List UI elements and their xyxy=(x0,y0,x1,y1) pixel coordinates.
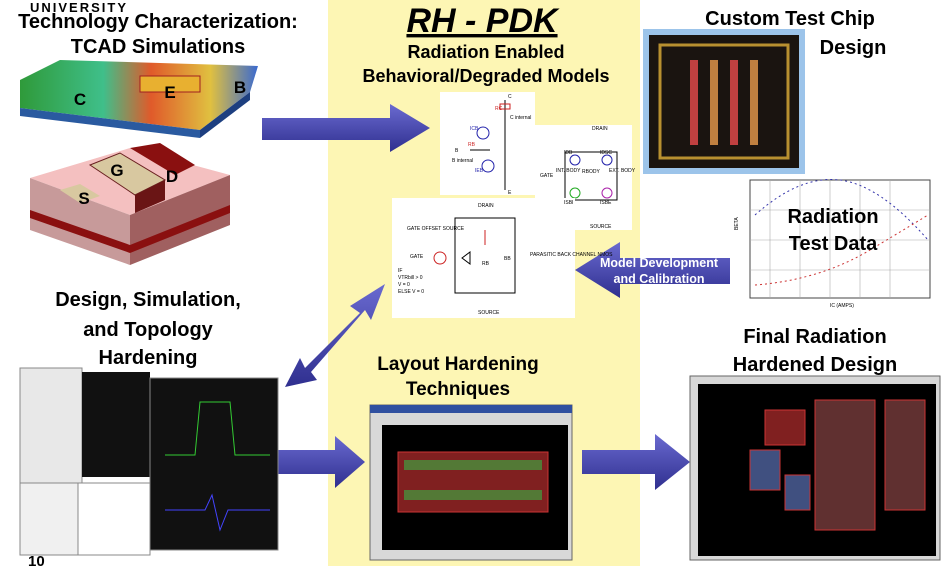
title-line: Technology Characterization: xyxy=(18,11,298,33)
schematic-label: IEB xyxy=(475,168,484,174)
schematic-label: ISBE xyxy=(600,200,612,206)
title-line: Final Radiation xyxy=(743,326,886,348)
schematic-label: ICB xyxy=(470,126,479,132)
schematic-label: GATE xyxy=(410,254,424,260)
schematic-label: B xyxy=(455,148,459,154)
schematic-label: C internal xyxy=(510,115,531,121)
schematic-label: V = 0 xyxy=(398,282,410,288)
university: UNIVERSITY xyxy=(30,0,128,15)
region-label: C xyxy=(74,90,86,109)
title-line: Test Data xyxy=(789,233,878,255)
axis-label: BETA xyxy=(734,217,740,230)
schematic-label: ELSE V = 0 xyxy=(398,289,424,295)
arrow xyxy=(575,242,735,298)
schematic-label: SOURCE xyxy=(590,224,612,230)
tcad-bjt-image xyxy=(20,60,258,138)
page-number: 10 xyxy=(28,553,45,566)
layout-screenshot xyxy=(369,404,573,561)
schematic-label: RBODY xyxy=(582,169,600,175)
schematic-label: INT. BODY xyxy=(556,168,581,174)
schematic-label: RB xyxy=(482,261,490,267)
tcad-mos-image xyxy=(30,143,230,265)
title-line: Techniques xyxy=(406,379,510,400)
schematic-label: BB xyxy=(504,256,511,262)
schematic-label: IF xyxy=(398,268,402,274)
final-screenshot xyxy=(689,375,941,561)
bjt-schematic xyxy=(440,92,535,195)
schematic-label: RC xyxy=(495,106,503,112)
region-label: B xyxy=(234,78,246,97)
title-line: and Topology xyxy=(83,319,213,341)
title-line: Design, Simulation, xyxy=(55,289,241,311)
title-line: Hardened Design xyxy=(733,354,897,376)
schematic-label: RB xyxy=(468,142,476,148)
subtitle-line: Radiation Enabled xyxy=(407,42,564,62)
title-line: TCAD Simulations xyxy=(71,36,245,58)
arrow-label: and Calibration xyxy=(614,272,705,286)
schematic-label: PARASITIC BACK CHANNEL NMOS xyxy=(530,252,613,258)
axis-label: IC (AMPS) xyxy=(830,303,854,309)
region-label: S xyxy=(78,189,89,208)
schematic-label: GATE OFFSET SOURCE xyxy=(407,226,465,232)
arrow xyxy=(262,104,430,152)
schematic-label: IDB xyxy=(564,150,573,156)
schematic-label: EXT. BODY xyxy=(609,168,636,174)
schematic-label: GATE xyxy=(540,173,554,179)
center-title: RH - PDK xyxy=(406,2,560,40)
test-data-plot xyxy=(730,175,935,320)
title-line: Design xyxy=(820,37,887,59)
schematic-label: SOURCE xyxy=(478,310,500,316)
arrow xyxy=(278,436,365,488)
sim-screenshots xyxy=(19,367,279,556)
schematic-label: DRAIN xyxy=(478,203,494,209)
schematic-label: DRAIN xyxy=(592,126,608,132)
parasitic-schematic xyxy=(392,198,575,318)
region-label: G xyxy=(110,161,123,180)
double-arrow xyxy=(285,284,385,387)
arrow-label: Model Development xyxy=(600,256,719,270)
schematic-label: ISBI xyxy=(564,200,573,206)
title-line: Radiation xyxy=(787,206,878,228)
region-label: D xyxy=(166,167,178,186)
title-line: Layout Hardening xyxy=(377,354,539,375)
arrow xyxy=(582,434,690,490)
schematic-label: B internal xyxy=(452,158,473,164)
schematic-label: VTRbill > 0 xyxy=(398,275,423,281)
title-line: Hardening xyxy=(99,347,198,369)
schematic-label: IDSC xyxy=(600,150,612,156)
chip-image xyxy=(643,29,805,174)
schematic-label: C xyxy=(508,94,512,100)
region-label: E xyxy=(164,83,175,102)
title-line: Custom Test Chip xyxy=(705,8,875,30)
subtitle-line: Behavioral/Degraded Models xyxy=(362,66,609,86)
schematic-label: E xyxy=(508,190,512,196)
